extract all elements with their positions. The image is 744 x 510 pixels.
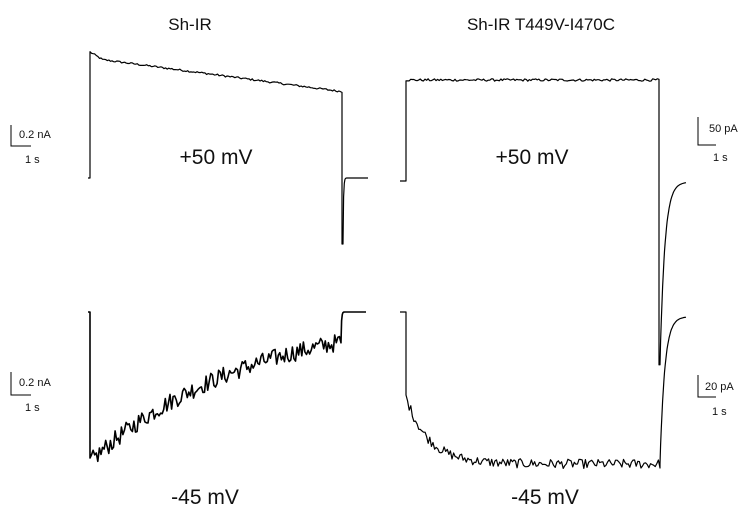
voltage-label-mutant-plus50: +50 mV xyxy=(496,146,569,169)
trace-mutant-plus50 xyxy=(400,78,687,366)
scale-bar-current-label: 0.2 nA xyxy=(19,129,51,141)
scale-bar-mutant-plus50: 50 pA 1 s xyxy=(697,117,738,164)
trace-sh-ir-minus45 xyxy=(88,311,367,463)
scale-bar-mutant-minus45: 20 pA 1 s xyxy=(697,375,734,418)
voltage-label-sh-ir-minus45: -45 mV xyxy=(171,486,239,509)
scale-bar-sh-ir-plus50: 0.2 nA 1 s xyxy=(10,125,51,166)
title-sh-ir-mutant: Sh-IR T449V-I470C xyxy=(467,15,615,34)
scale-bar-lines xyxy=(10,372,31,396)
scale-bar-current-label: 0.2 nA xyxy=(19,377,51,389)
scale-bar-lines xyxy=(697,117,716,146)
scale-bar-sh-ir-minus45: 0.2 nA 1 s xyxy=(10,372,51,414)
voltage-label-sh-ir-plus50: +50 mV xyxy=(180,146,253,169)
scale-bar-lines xyxy=(697,375,716,398)
scale-bar-time-label: 1 s xyxy=(25,402,40,414)
trace-mutant-minus45 xyxy=(400,311,687,469)
scale-bar-current-label: 20 pA xyxy=(705,381,734,393)
scale-bar-time-label: 1 s xyxy=(25,154,40,166)
scale-bar-current-label: 50 pA xyxy=(709,123,738,135)
scale-bar-time-label: 1 s xyxy=(713,152,728,164)
voltage-label-mutant-minus45: -45 mV xyxy=(511,486,579,509)
scale-bar-lines xyxy=(10,125,31,147)
scale-bar-time-label: 1 s xyxy=(712,406,727,418)
trace-sh-ir-plus50 xyxy=(88,51,368,245)
title-sh-ir: Sh-IR xyxy=(168,15,211,34)
